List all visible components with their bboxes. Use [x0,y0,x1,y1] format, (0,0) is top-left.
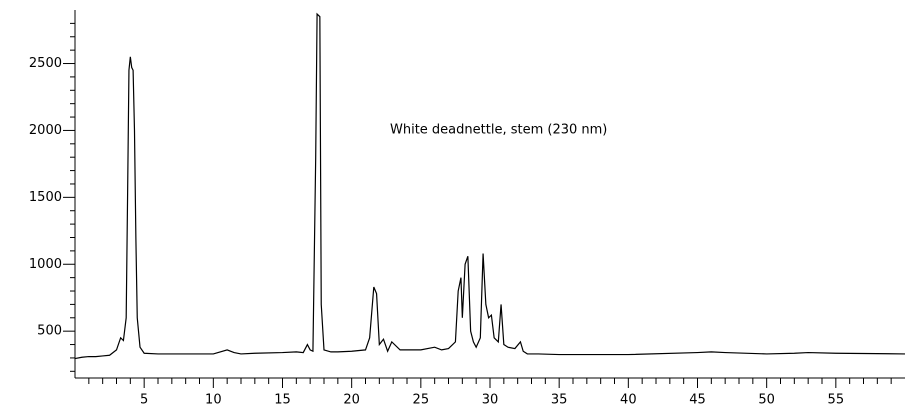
x-tick-label: 25 [413,393,430,408]
x-tick-label: 5 [140,393,148,408]
x-tick-label: 15 [274,393,291,408]
y-tick-label: 2500 [29,56,62,71]
trace [74,12,906,360]
y-tick-label: 500 [37,324,62,339]
x-tick-label: 35 [551,393,568,408]
x-tick-label: 20 [343,393,360,408]
x-tick-label: 30 [482,393,499,408]
y-tick-label: 1000 [29,257,62,272]
x-tick-label: 40 [620,393,637,408]
annotation: White deadnettle, stem (230 nm) [390,123,607,138]
y-tick-label: 2000 [29,123,62,138]
y-tick-label: 1500 [29,190,62,205]
x-tick-label: 45 [689,393,706,408]
x-tick-label: 55 [828,393,845,408]
x-tick-label: 10 [205,393,222,408]
x-tick-label: 50 [758,393,775,408]
